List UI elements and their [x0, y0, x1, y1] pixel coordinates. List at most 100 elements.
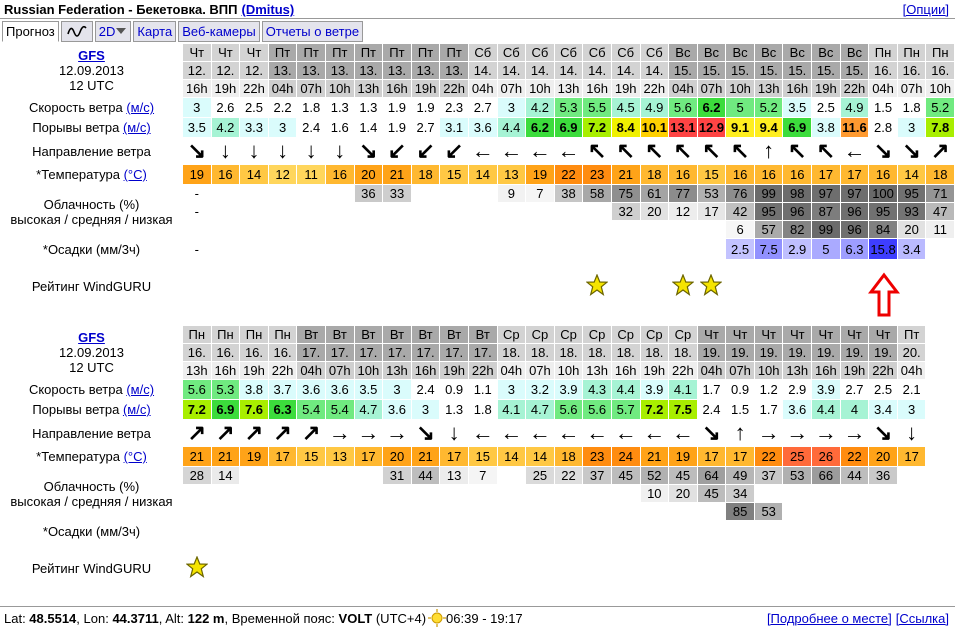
rating-cell — [269, 260, 297, 312]
temperature-cell: 17 — [268, 447, 297, 466]
wind-speed-cell: 5.6 — [183, 380, 211, 399]
tab[interactable]: Карта — [133, 21, 177, 42]
unit-link[interactable]: (°C) — [123, 167, 147, 182]
header-row: GFS 12.09.2013 12 UTC Чт Чт Чт Пт Пт Пт Пт Пт Пт Пт С… — [1, 44, 955, 97]
temperature-cell: 17 — [440, 447, 468, 466]
unit-link[interactable]: (м/с) — [126, 100, 155, 115]
cloud-mid-cell — [612, 485, 640, 502]
wind-gust-cell: 6.3 — [268, 400, 297, 419]
wind-gust-cell: 10.1 — [640, 118, 669, 137]
cloud-mid-cell — [583, 203, 611, 220]
label-text: Направление ветра — [32, 143, 151, 159]
wind-speed-cell: 1.8 — [297, 98, 325, 117]
hour-cell: 13h — [754, 80, 783, 97]
wind-speed-cell: 3 — [497, 380, 526, 399]
unit-link[interactable]: (м/с) — [122, 120, 151, 135]
wind-direction-cell: ↑ — [763, 138, 775, 163]
rating-row: Рейтинг WindGURU — [1, 542, 925, 594]
wind-direction-cell: ↖ — [702, 138, 721, 163]
precipitation-cell — [898, 521, 926, 541]
precipitation-cell — [297, 521, 325, 541]
model-link[interactable]: GFS — [78, 330, 105, 345]
wind-direction-cell: ← — [557, 138, 580, 163]
coords: Lat: 48.5514, Lon: 44.3711, Alt: 122 m, … — [4, 611, 426, 626]
cloud-high-cell: 100 — [869, 185, 897, 202]
date-cell: 17. — [440, 344, 468, 361]
unit-link[interactable]: (°C) — [123, 449, 147, 464]
hour-cell: 10h — [726, 80, 754, 97]
wind-speed-cell: 5.3 — [211, 380, 240, 399]
wind-gust-cell: 6.9 — [783, 118, 812, 137]
date-cell: 15. — [754, 62, 783, 79]
precipitation-cell — [926, 239, 954, 259]
temperature-cell: 16 — [726, 165, 754, 184]
rating-star — [671, 272, 695, 296]
temperature-cell: 13 — [325, 447, 354, 466]
wind-direction-cell: ↗ — [273, 420, 292, 445]
share-link[interactable]: [Ссылка] — [895, 611, 949, 626]
hour-cell: 04h — [297, 362, 325, 379]
date-cell: 19. — [869, 344, 897, 361]
star-shape — [585, 272, 609, 296]
hour-cell: 16h — [812, 362, 840, 379]
date-cell: 15. — [812, 62, 840, 79]
options-link[interactable]: [Опции] — [902, 2, 949, 17]
precipitation-cell — [440, 521, 468, 541]
date-cell: 17. — [325, 344, 354, 361]
model-link[interactable]: GFS — [78, 48, 105, 63]
rating-cell — [326, 542, 354, 594]
tab[interactable]: Отчеты о ветре — [261, 21, 364, 42]
cloud-mid-cell: 96 — [840, 203, 869, 220]
header-row: 16. 16. 16. 16. 17. 17. 17. 17. 17. 17. 17. 18. 18. 1… — [1, 344, 926, 361]
cloud-high-cell — [440, 185, 468, 202]
label-text: *Осадки (мм/3ч) — [42, 523, 141, 539]
header-row: 16h 19h 22h 04h 07h 10h 13h 16h 19h 22h 04h 07h 10h 1… — [1, 80, 955, 97]
user-link[interactable]: (Dmitus) — [241, 2, 295, 17]
day-cell: Пт — [325, 44, 354, 61]
rating-cell — [440, 542, 468, 594]
wind-speed-cell: 1.3 — [325, 98, 354, 117]
rating-cell — [555, 542, 583, 594]
cloud-low-cell — [269, 503, 297, 520]
wind-gust-cell: 1.4 — [354, 118, 383, 137]
footer-links: [Подробнее о месте] [Ссылка] — [763, 607, 949, 630]
cloud-low-cell — [297, 503, 325, 520]
rating-cell — [869, 542, 897, 594]
tab[interactable]: 2D — [94, 21, 132, 42]
highlight-arrow — [868, 272, 900, 317]
unit-link[interactable]: (м/с) — [126, 382, 155, 397]
tab[interactable]: Веб-камеры — [178, 21, 260, 42]
wind-speed-cell: 2.1 — [897, 380, 926, 399]
rating-cell — [240, 260, 268, 312]
precipitation-cell — [269, 521, 297, 541]
cloud-mid-cell: 32 — [611, 203, 640, 220]
wind-direction-cell: ↗ — [301, 420, 321, 445]
unit-link[interactable]: (м/с) — [122, 402, 151, 417]
sun-icon — [428, 609, 447, 627]
date-cell: 13. — [383, 62, 411, 79]
rating-star — [699, 272, 724, 296]
cloud-low-cell — [355, 221, 383, 238]
wind-speed-cell: 1.9 — [383, 98, 411, 117]
wind-gust-cell: 7.2 — [183, 400, 211, 419]
precipitation-cell — [612, 239, 640, 259]
cloud-low-cell — [326, 221, 354, 238]
cloud-high-cell — [898, 467, 926, 484]
info-part: , Временной пояс: — [224, 611, 339, 626]
hour-cell: 04h — [897, 362, 926, 379]
day-cell: Чт — [183, 44, 211, 61]
details-link[interactable]: [Подробнее о месте] — [766, 611, 892, 626]
rating-cell — [526, 260, 554, 312]
cloud-mid-cell — [526, 485, 554, 502]
temperature-cell: 15 — [468, 447, 497, 466]
tab[interactable]: Прогноз — [2, 21, 59, 42]
precipitation-cell — [240, 239, 268, 259]
hour-cell: 16h — [411, 362, 440, 379]
precipitation-cell — [412, 239, 440, 259]
wind-direction-cell: ↙ — [387, 138, 407, 163]
row-label: Рейтинг WindGURU — [1, 260, 182, 312]
cloud-low-cell — [583, 221, 611, 238]
row-label: Облачность (%) высокая / средняя / низкая — [1, 185, 182, 238]
graph-tab[interactable] — [60, 21, 93, 42]
wind-gust-row: Порывы ветра (м/с) 7.2 6.9 7.6 6.3 5.4 5.4 4.7 3… — [1, 400, 926, 419]
